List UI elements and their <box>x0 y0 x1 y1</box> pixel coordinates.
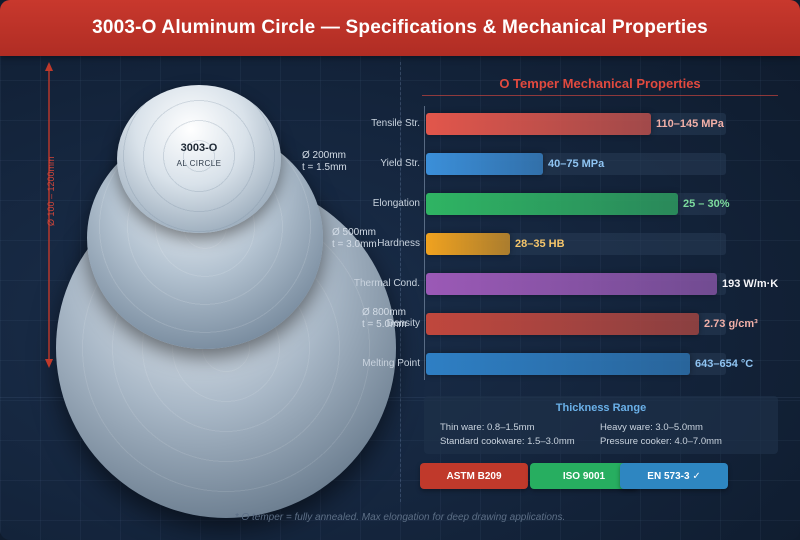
disc-label: 3003-O <box>180 142 218 154</box>
bar-value-label: 2.73 g/cm³ <box>704 318 758 330</box>
bar-value-label: 110–145 MPa <box>656 118 724 130</box>
grid-line <box>0 397 800 398</box>
chart-title: O Temper Mechanical Properties <box>499 76 701 91</box>
bar-track: 25 – 30% <box>426 193 730 215</box>
small-disc-thickness: t = 1.5mm <box>302 162 347 173</box>
bar-track: 40–75 MPa <box>426 153 726 175</box>
header-bar: 3003-O Aluminum Circle — Specifications … <box>0 0 800 56</box>
bar-value-label: 193 W/m·K <box>722 278 779 290</box>
bar-track: 28–35 HB <box>426 233 726 255</box>
chart-title-rule <box>422 95 778 96</box>
bar-value-label: 28–35 HB <box>515 238 565 250</box>
bar-track: 2.73 g/cm³ <box>426 313 758 335</box>
bar-category-label: Elongation <box>372 198 420 209</box>
thickness-item: Thin ware: 0.8–1.5mm <box>440 422 535 433</box>
bar-track: 193 W/m·K <box>426 273 778 295</box>
thickness-range-panel: Thickness Range Thin ware: 0.8–1.5mm Hea… <box>424 396 778 454</box>
disc-sublabel: AL CIRCLE <box>176 159 222 168</box>
medium-disc-thickness: t = 3.0mm <box>332 239 377 250</box>
thickness-item: Pressure cooker: 4.0–7.0mm <box>600 436 722 447</box>
en-badge: EN 573-3 ✓ <box>620 463 728 489</box>
thickness-range-title: Thickness Range <box>555 402 647 414</box>
bar-category-label: Yield Str. <box>380 158 420 169</box>
bar <box>426 273 717 295</box>
bar <box>426 313 699 335</box>
chart-axis <box>424 106 425 380</box>
page-title: 3003-O Aluminum Circle — Specifications … <box>92 17 708 38</box>
bar <box>426 353 690 375</box>
bar-value-label: 643–654 °C <box>695 358 754 370</box>
bar-category-label: Hardness <box>377 238 420 249</box>
bar-track: 643–654 °C <box>426 353 753 375</box>
bar-category-label: Tensile Str. <box>371 118 420 129</box>
bar-category-label: Thermal Cond. <box>353 278 420 289</box>
bar-track: 110–145 MPa <box>426 113 726 135</box>
astm-badge: ASTM B209 <box>420 463 528 489</box>
bar <box>426 233 510 255</box>
medium-disc-diameter: Ø 500mm <box>332 227 376 238</box>
bar-category-label: Melting Point <box>362 358 420 369</box>
medium-disc-dimensions: Ø 500mm t = 3.0mm <box>332 227 377 251</box>
large-disc-diameter: Ø 800mm <box>362 307 406 318</box>
bar <box>426 193 678 215</box>
footnote: * O temper = fully annealed. Max elongat… <box>234 512 566 523</box>
diameter-range-arrow <box>45 62 53 368</box>
thickness-item: Heavy ware: 3.0–5.0mm <box>600 422 703 433</box>
bar-category-label: Density <box>386 318 420 329</box>
small-disc-image: 3003-O AL CIRCLE <box>117 85 281 233</box>
bar <box>426 113 651 135</box>
large-disc-dimensions: Ø 800mm t = 5.0mm <box>362 307 407 331</box>
diameter-range-label: Ø 100 – 1200mm <box>46 156 56 226</box>
bar-value-label: 40–75 MPa <box>548 158 605 170</box>
small-disc-diameter: Ø 200mm <box>302 150 346 161</box>
bar <box>426 153 543 175</box>
thickness-item: Standard cookware: 1.5–3.0mm <box>440 436 575 447</box>
small-disc-dimensions: Ø 200mm t = 1.5mm <box>302 150 347 174</box>
center-divider <box>400 62 401 502</box>
large-disc-thickness: t = 5.0mm <box>362 319 407 330</box>
bar-value-label: 25 – 30% <box>683 198 730 210</box>
